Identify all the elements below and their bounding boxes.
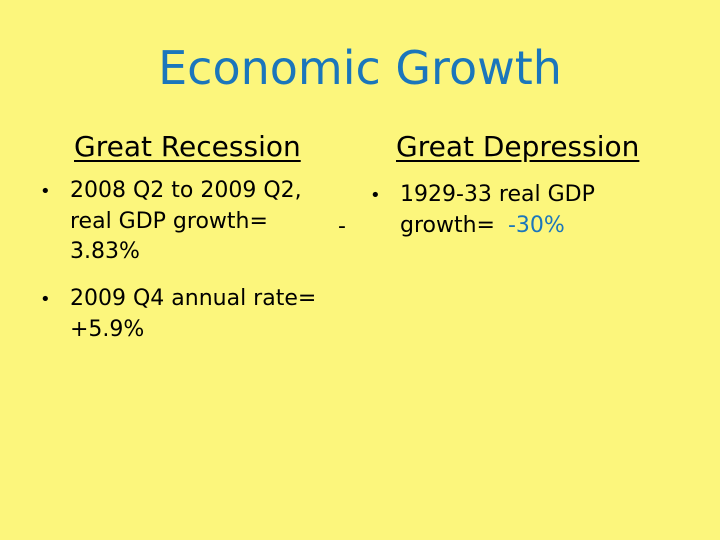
left-bullet-2-line-1: 2009 Q4 annual rate=: [70, 286, 317, 311]
bullet-icon: •: [40, 181, 51, 202]
right-bullet-1-line-2-prefix: growth=: [400, 213, 495, 238]
left-bullet-2-line-2: +5.9%: [70, 317, 145, 342]
left-bullet-1: • 2008 Q2 to 2009 Q2, real GDP growth= 3.…: [40, 176, 302, 267]
bullet-icon: •: [40, 289, 51, 310]
left-bullet-1-line-3: 3.83%: [70, 239, 140, 264]
great-depression-heading: Great Depression: [396, 130, 640, 163]
great-recession-heading: Great Recession: [74, 130, 301, 163]
left-bullet-1-line-2: real GDP growth=: [70, 209, 268, 234]
left-bullet-1-line-1: 2008 Q2 to 2009 Q2,: [70, 178, 302, 203]
left-bullet-2: • 2009 Q4 annual rate= +5.9%: [40, 284, 316, 345]
right-bullet-1-value: -30%: [507, 213, 565, 238]
right-bullet-1: • 1929-33 real GDP growth= -30%: [370, 180, 595, 241]
right-bullet-1-line-1: 1929-33 real GDP: [400, 182, 595, 207]
bullet-icon: •: [370, 185, 381, 206]
minus-sign: -: [338, 214, 346, 239]
slide-title: Economic Growth: [158, 41, 562, 95]
